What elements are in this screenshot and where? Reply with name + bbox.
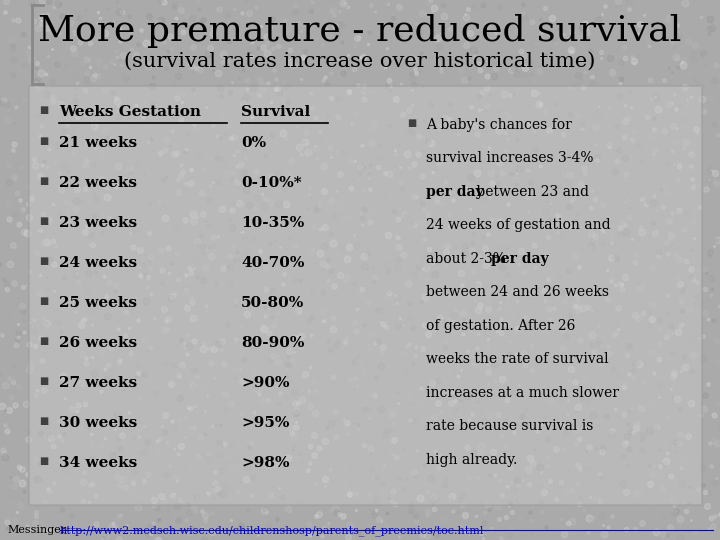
Text: per day: per day (426, 185, 484, 199)
Text: >98%: >98% (241, 456, 289, 470)
Text: 0-10%*: 0-10%* (241, 176, 302, 190)
Text: ■: ■ (40, 336, 49, 346)
Text: ■: ■ (40, 256, 49, 266)
Text: ■: ■ (40, 376, 49, 386)
Text: Weeks Gestation: Weeks Gestation (59, 105, 201, 119)
Text: high already.: high already. (426, 453, 518, 467)
Text: Survival: Survival (241, 105, 310, 119)
Text: of gestation. After 26: of gestation. After 26 (426, 319, 575, 333)
Text: ■: ■ (40, 105, 49, 116)
Text: A baby's chances for: A baby's chances for (426, 118, 572, 132)
Text: 23 weeks: 23 weeks (59, 216, 138, 230)
Text: per day: per day (491, 252, 549, 266)
Text: ■: ■ (407, 118, 416, 128)
Text: ■: ■ (40, 456, 49, 466)
Text: ■: ■ (40, 176, 49, 186)
Text: increases at a much slower: increases at a much slower (426, 386, 619, 400)
Text: 30 weeks: 30 weeks (59, 416, 138, 430)
Text: 24 weeks of gestation and: 24 weeks of gestation and (426, 218, 611, 232)
Text: rate because survival is: rate because survival is (426, 419, 593, 433)
Text: 24 weeks: 24 weeks (59, 256, 138, 270)
Text: 34 weeks: 34 weeks (59, 456, 138, 470)
Text: weeks the rate of survival: weeks the rate of survival (426, 352, 609, 366)
Text: ■: ■ (40, 136, 49, 146)
Text: ■: ■ (40, 216, 49, 226)
Text: 26 weeks: 26 weeks (59, 336, 138, 350)
FancyBboxPatch shape (29, 86, 702, 505)
Text: 80-90%: 80-90% (241, 336, 305, 350)
Text: 21 weeks: 21 weeks (59, 136, 138, 150)
Text: 50-80%: 50-80% (241, 296, 305, 310)
Text: 25 weeks: 25 weeks (59, 296, 137, 310)
Text: >95%: >95% (241, 416, 289, 430)
Text: between 24 and 26 weeks: between 24 and 26 weeks (426, 285, 609, 299)
Text: More premature - reduced survival: More premature - reduced survival (38, 14, 682, 48)
Text: ■: ■ (40, 296, 49, 306)
Text: 22 weeks: 22 weeks (59, 176, 137, 190)
Text: between 23 and: between 23 and (472, 185, 589, 199)
Text: 0%: 0% (241, 136, 266, 150)
Text: (survival rates increase over historical time): (survival rates increase over historical… (125, 51, 595, 70)
Text: 10-35%: 10-35% (241, 216, 305, 230)
Text: about 2-3%: about 2-3% (426, 252, 510, 266)
Text: ■: ■ (40, 416, 49, 426)
Text: survival increases 3-4%: survival increases 3-4% (426, 151, 594, 165)
Text: Messinger: Messinger (7, 525, 66, 535)
Text: http://www2.medsch.wisc.edu/childrenshosp/parents_of_preemies/toc.html: http://www2.medsch.wisc.edu/childrenshos… (60, 525, 484, 536)
Text: 27 weeks: 27 weeks (59, 376, 138, 390)
Text: >90%: >90% (241, 376, 289, 390)
Text: 40-70%: 40-70% (241, 256, 305, 270)
